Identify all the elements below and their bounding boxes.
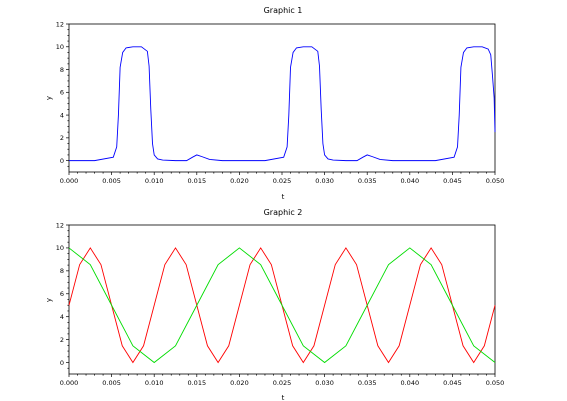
x-tick-label: 0.005 — [102, 379, 121, 387]
x-tick-label: 0.010 — [145, 177, 164, 185]
x-tick-label: 0.005 — [102, 177, 121, 185]
x-tick-label: 0.045 — [443, 177, 462, 185]
x-tick-label: 0.040 — [400, 177, 419, 185]
y-tick-label: 2 — [60, 336, 64, 344]
y-tick-label: 8 — [60, 267, 64, 275]
y-tick-label: 6 — [60, 290, 64, 298]
y-tick-label: 0 — [60, 157, 64, 165]
chart-1-x-axis-label: t — [282, 193, 285, 201]
x-tick-label: 0.000 — [60, 177, 79, 185]
y-tick-label: 10 — [56, 43, 64, 51]
x-tick-label: 0.050 — [486, 177, 505, 185]
y-tick-label: 2 — [60, 134, 64, 142]
x-tick-label: 0.035 — [358, 379, 377, 387]
y-tick-label: 12 — [56, 221, 64, 229]
series-line-1 — [69, 46, 496, 162]
x-tick-label: 0.010 — [145, 379, 164, 387]
y-tick-label: 4 — [60, 313, 64, 321]
chart-1-y-axis-label: y — [45, 96, 53, 100]
chart-graphic-1: Graphic 1 0.000 0.005 0.010 0.015 0.020 0.025… — [45, 6, 504, 201]
y-tick-label: 6 — [60, 89, 64, 97]
x-tick-label: 0.040 — [400, 379, 419, 387]
chart-2-title: Graphic 2 — [264, 208, 303, 217]
series-line-2 — [68, 247, 496, 364]
x-tick-label: 0.020 — [230, 379, 249, 387]
chart-2-y-axis-label: y — [45, 298, 53, 302]
y-tick-label: 12 — [56, 20, 64, 28]
x-tick-label: 0.025 — [273, 177, 292, 185]
chart-graphic-2: Graphic 2 0.000 0.005 0.010 0.015 0.020 0.025… — [45, 208, 504, 401]
x-tick-label: 0.030 — [315, 177, 334, 185]
x-tick-label: 0.035 — [358, 177, 377, 185]
x-tick-label: 0.045 — [443, 379, 462, 387]
chart-2-x-axis-label: t — [282, 394, 285, 401]
y-tick-label: 8 — [60, 66, 64, 74]
x-tick-label: 0.025 — [273, 379, 292, 387]
chart-1-title: Graphic 1 — [264, 6, 303, 15]
x-tick-label: 0.015 — [187, 177, 206, 185]
x-tick-label: 0.030 — [315, 379, 334, 387]
y-tick-label: 0 — [60, 359, 64, 367]
x-tick-label: 0.020 — [230, 177, 249, 185]
y-tick-label: 4 — [60, 111, 64, 119]
x-tick-label: 0.000 — [60, 379, 79, 387]
chart-1-plot-frame — [68, 23, 496, 173]
x-tick-label: 0.050 — [486, 379, 505, 387]
y-tick-label: 10 — [56, 244, 64, 252]
x-tick-label: 0.015 — [187, 379, 206, 387]
